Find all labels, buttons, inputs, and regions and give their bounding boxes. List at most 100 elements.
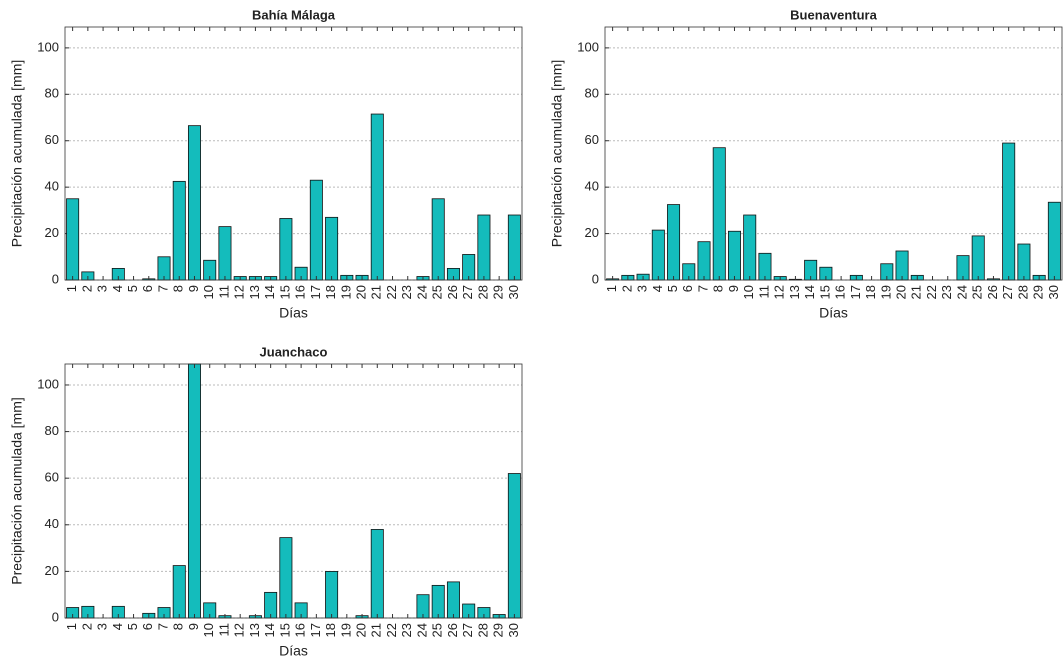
bar bbox=[187, 363, 201, 619]
x-tick-label: 4 bbox=[650, 285, 665, 292]
x-tick-label: 16 bbox=[833, 285, 848, 299]
bar bbox=[172, 180, 186, 281]
x-tick-label: 23 bbox=[399, 623, 414, 637]
chart-title: Bahía Málaga bbox=[252, 7, 336, 22]
x-tick-label: 12 bbox=[232, 623, 247, 637]
bar bbox=[477, 214, 491, 281]
axes-box bbox=[64, 26, 523, 281]
y-axis-label: Precipitación acumulada [mm] bbox=[9, 60, 25, 248]
y-tick-label: 100 bbox=[37, 39, 59, 54]
x-tick-label: 21 bbox=[369, 623, 384, 637]
x-tick-label: 3 bbox=[95, 623, 110, 630]
x-tick-label: 22 bbox=[384, 285, 399, 299]
x-tick-label: 1 bbox=[64, 623, 79, 630]
bar bbox=[743, 214, 757, 281]
bar bbox=[507, 473, 521, 619]
x-tick-label: 3 bbox=[635, 285, 650, 292]
x-tick-label: 30 bbox=[506, 623, 521, 637]
y-tick-label: 20 bbox=[45, 563, 59, 578]
x-tick-label: 18 bbox=[323, 285, 338, 299]
x-tick-label: 7 bbox=[695, 285, 710, 292]
x-tick-label: 11 bbox=[216, 623, 231, 637]
x-tick-label: 24 bbox=[414, 623, 429, 637]
x-tick-label: 22 bbox=[384, 623, 399, 637]
x-tick-label: 29 bbox=[491, 285, 506, 299]
x-tick-label: 29 bbox=[1031, 285, 1046, 299]
bar bbox=[431, 198, 445, 281]
y-tick-label: 80 bbox=[585, 86, 599, 101]
y-tick-label: 80 bbox=[45, 423, 59, 438]
bar bbox=[172, 565, 186, 619]
x-axis-label: Días bbox=[279, 305, 308, 321]
y-tick-label: 20 bbox=[585, 225, 599, 240]
x-tick-label: 4 bbox=[110, 623, 125, 630]
y-tick-label: 20 bbox=[45, 225, 59, 240]
x-tick-label: 15 bbox=[277, 285, 292, 299]
x-tick-label: 21 bbox=[909, 285, 924, 299]
x-tick-label: 23 bbox=[399, 285, 414, 299]
axes-box bbox=[604, 26, 1063, 281]
bar bbox=[727, 230, 741, 281]
x-tick-label: 2 bbox=[79, 285, 94, 292]
chart-title: Juanchaco bbox=[260, 344, 328, 359]
x-tick-label: 24 bbox=[954, 285, 969, 299]
x-tick-label: 15 bbox=[277, 623, 292, 637]
x-tick-label: 2 bbox=[79, 623, 94, 630]
x-tick-label: 8 bbox=[171, 285, 186, 292]
axes-background bbox=[605, 27, 1062, 280]
x-tick-label: 14 bbox=[262, 623, 277, 637]
x-tick-label: 3 bbox=[95, 285, 110, 292]
x-tick-label: 11 bbox=[756, 285, 771, 299]
x-axis-label: Días bbox=[279, 643, 308, 659]
x-tick-label: 13 bbox=[787, 285, 802, 299]
y-tick-label: 40 bbox=[45, 179, 59, 194]
bar bbox=[758, 252, 772, 281]
y-axis-label: Precipitación acumulada [mm] bbox=[9, 397, 25, 585]
x-tick-label: 19 bbox=[338, 285, 353, 299]
x-tick-label: 18 bbox=[323, 623, 338, 637]
x-tick-label: 6 bbox=[680, 285, 695, 292]
x-tick-label: 7 bbox=[155, 623, 170, 630]
bar bbox=[1002, 142, 1016, 281]
x-tick-label: 7 bbox=[155, 285, 170, 292]
bar bbox=[218, 226, 232, 281]
x-tick-label: 26 bbox=[985, 285, 1000, 299]
x-tick-label: 10 bbox=[741, 285, 756, 299]
x-tick-label: 29 bbox=[491, 623, 506, 637]
x-tick-label: 9 bbox=[186, 285, 201, 292]
x-tick-label: 20 bbox=[353, 623, 368, 637]
y-tick-label: 40 bbox=[585, 179, 599, 194]
y-tick-label: 100 bbox=[577, 39, 599, 54]
x-tick-label: 19 bbox=[878, 285, 893, 299]
bar bbox=[712, 147, 726, 281]
x-tick-label: 1 bbox=[64, 285, 79, 292]
x-tick-label: 17 bbox=[308, 623, 323, 637]
bar bbox=[431, 584, 445, 619]
bar bbox=[446, 581, 460, 619]
y-axis-label: Precipitación acumulada [mm] bbox=[549, 60, 565, 248]
x-tick-label: 14 bbox=[802, 285, 817, 299]
x-tick-label: 28 bbox=[475, 285, 490, 299]
bar bbox=[279, 537, 293, 619]
x-tick-label: 19 bbox=[338, 623, 353, 637]
bar bbox=[895, 250, 909, 281]
x-tick-label: 28 bbox=[475, 623, 490, 637]
bar bbox=[507, 214, 521, 281]
bar bbox=[1047, 201, 1061, 281]
x-tick-label: 1 bbox=[604, 285, 619, 292]
x-tick-label: 25 bbox=[430, 285, 445, 299]
bar bbox=[279, 218, 293, 281]
x-tick-label: 8 bbox=[711, 285, 726, 292]
x-tick-label: 17 bbox=[308, 285, 323, 299]
bar bbox=[325, 216, 339, 281]
x-tick-label: 27 bbox=[460, 623, 475, 637]
chart-title: Buenaventura bbox=[790, 7, 877, 22]
bar bbox=[325, 570, 339, 619]
x-tick-label: 6 bbox=[140, 285, 155, 292]
bar bbox=[971, 235, 985, 281]
x-axis-label: Días bbox=[819, 305, 848, 321]
x-tick-label: 27 bbox=[460, 285, 475, 299]
x-tick-label: 30 bbox=[1046, 285, 1061, 299]
x-tick-label: 5 bbox=[125, 623, 140, 630]
